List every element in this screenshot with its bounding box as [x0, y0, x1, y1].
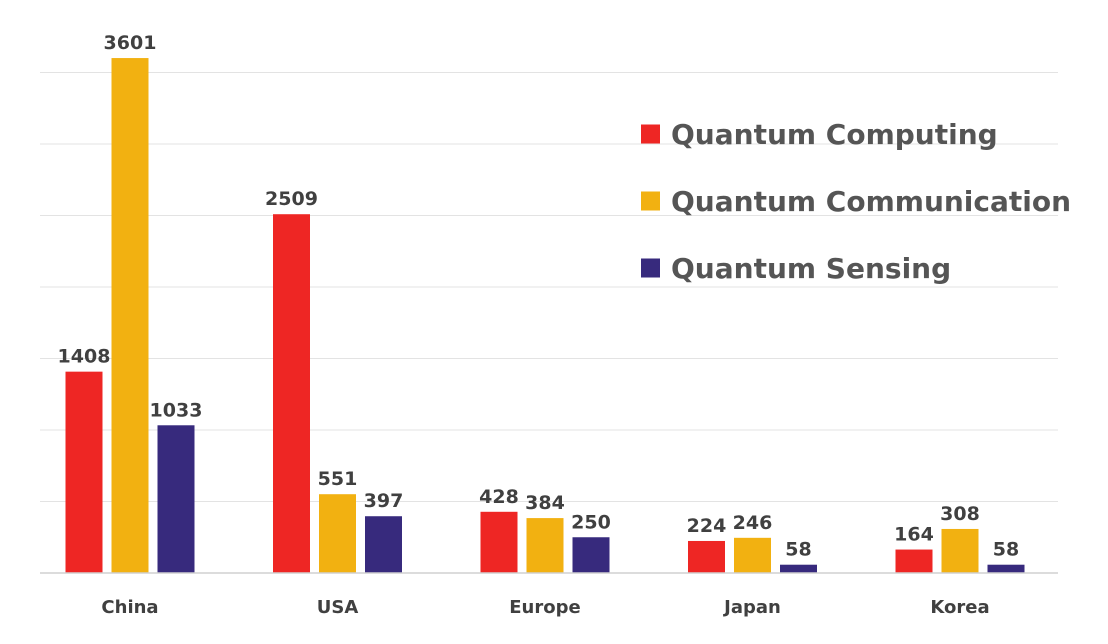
x-tick-label-usa: USA	[317, 597, 359, 618]
legend: Quantum Computing Quantum Communication Qu…	[641, 118, 1071, 285]
x-tick-label-china: China	[101, 597, 158, 618]
legend-label: Quantum Computing	[671, 118, 998, 151]
bar-quantum-sensing-china	[157, 425, 195, 573]
data-label: 58	[993, 539, 1019, 561]
data-label: 1408	[58, 346, 111, 368]
legend-item-quantum-computing: Quantum Computing	[641, 118, 998, 151]
x-tick-label-korea: Korea	[930, 597, 989, 618]
data-labels: 1408 3601 1033 2509 551 397 428 384 250 224 246 58 1…	[58, 32, 1020, 561]
bar-quantum-computing-japan	[688, 540, 725, 573]
data-label: 308	[940, 503, 980, 525]
data-label: 1033	[150, 399, 203, 421]
bar-quantum-computing-korea	[895, 549, 933, 573]
bar-quantum-sensing-europe	[572, 537, 610, 573]
data-label: 246	[733, 512, 773, 534]
legend-label: Quantum Communication	[671, 185, 1071, 218]
data-label: 551	[318, 468, 358, 490]
legend-swatch	[641, 191, 660, 211]
data-label: 250	[571, 511, 611, 533]
legend-swatch	[641, 124, 660, 144]
legend-item-quantum-sensing: Quantum Sensing	[641, 252, 951, 285]
bar-quantum-sensing-korea	[987, 564, 1025, 573]
x-tick-label-japan: Japan	[722, 597, 781, 618]
bar-quantum-sensing-usa	[365, 516, 402, 573]
bar-quantum-communication-europe	[526, 518, 564, 573]
bar-quantum-communication-usa	[319, 494, 356, 573]
legend-swatch	[641, 258, 660, 278]
gridlines	[40, 72, 1058, 502]
data-label: 3601	[104, 32, 157, 54]
bar-quantum-communication-korea	[941, 528, 979, 573]
bar-quantum-computing-usa	[273, 214, 310, 573]
bar-quantum-computing-china	[65, 371, 103, 573]
data-label: 224	[687, 515, 727, 537]
x-axis: China USA Europe Japan Korea	[40, 572, 1058, 618]
legend-label: Quantum Sensing	[671, 252, 951, 285]
bar-quantum-sensing-japan	[780, 564, 817, 573]
data-label: 2509	[265, 188, 318, 210]
bar-quantum-communication-china	[111, 58, 149, 573]
bar-quantum-communication-japan	[734, 537, 771, 573]
data-label: 384	[525, 492, 565, 514]
bars	[65, 58, 1025, 573]
data-label: 164	[894, 524, 934, 546]
data-label: 428	[479, 486, 519, 508]
bar-quantum-computing-europe	[480, 511, 518, 573]
data-label: 397	[364, 490, 404, 512]
data-label: 58	[785, 539, 811, 561]
x-tick-label-europe: Europe	[509, 597, 580, 618]
legend-item-quantum-communication: Quantum Communication	[641, 185, 1071, 218]
